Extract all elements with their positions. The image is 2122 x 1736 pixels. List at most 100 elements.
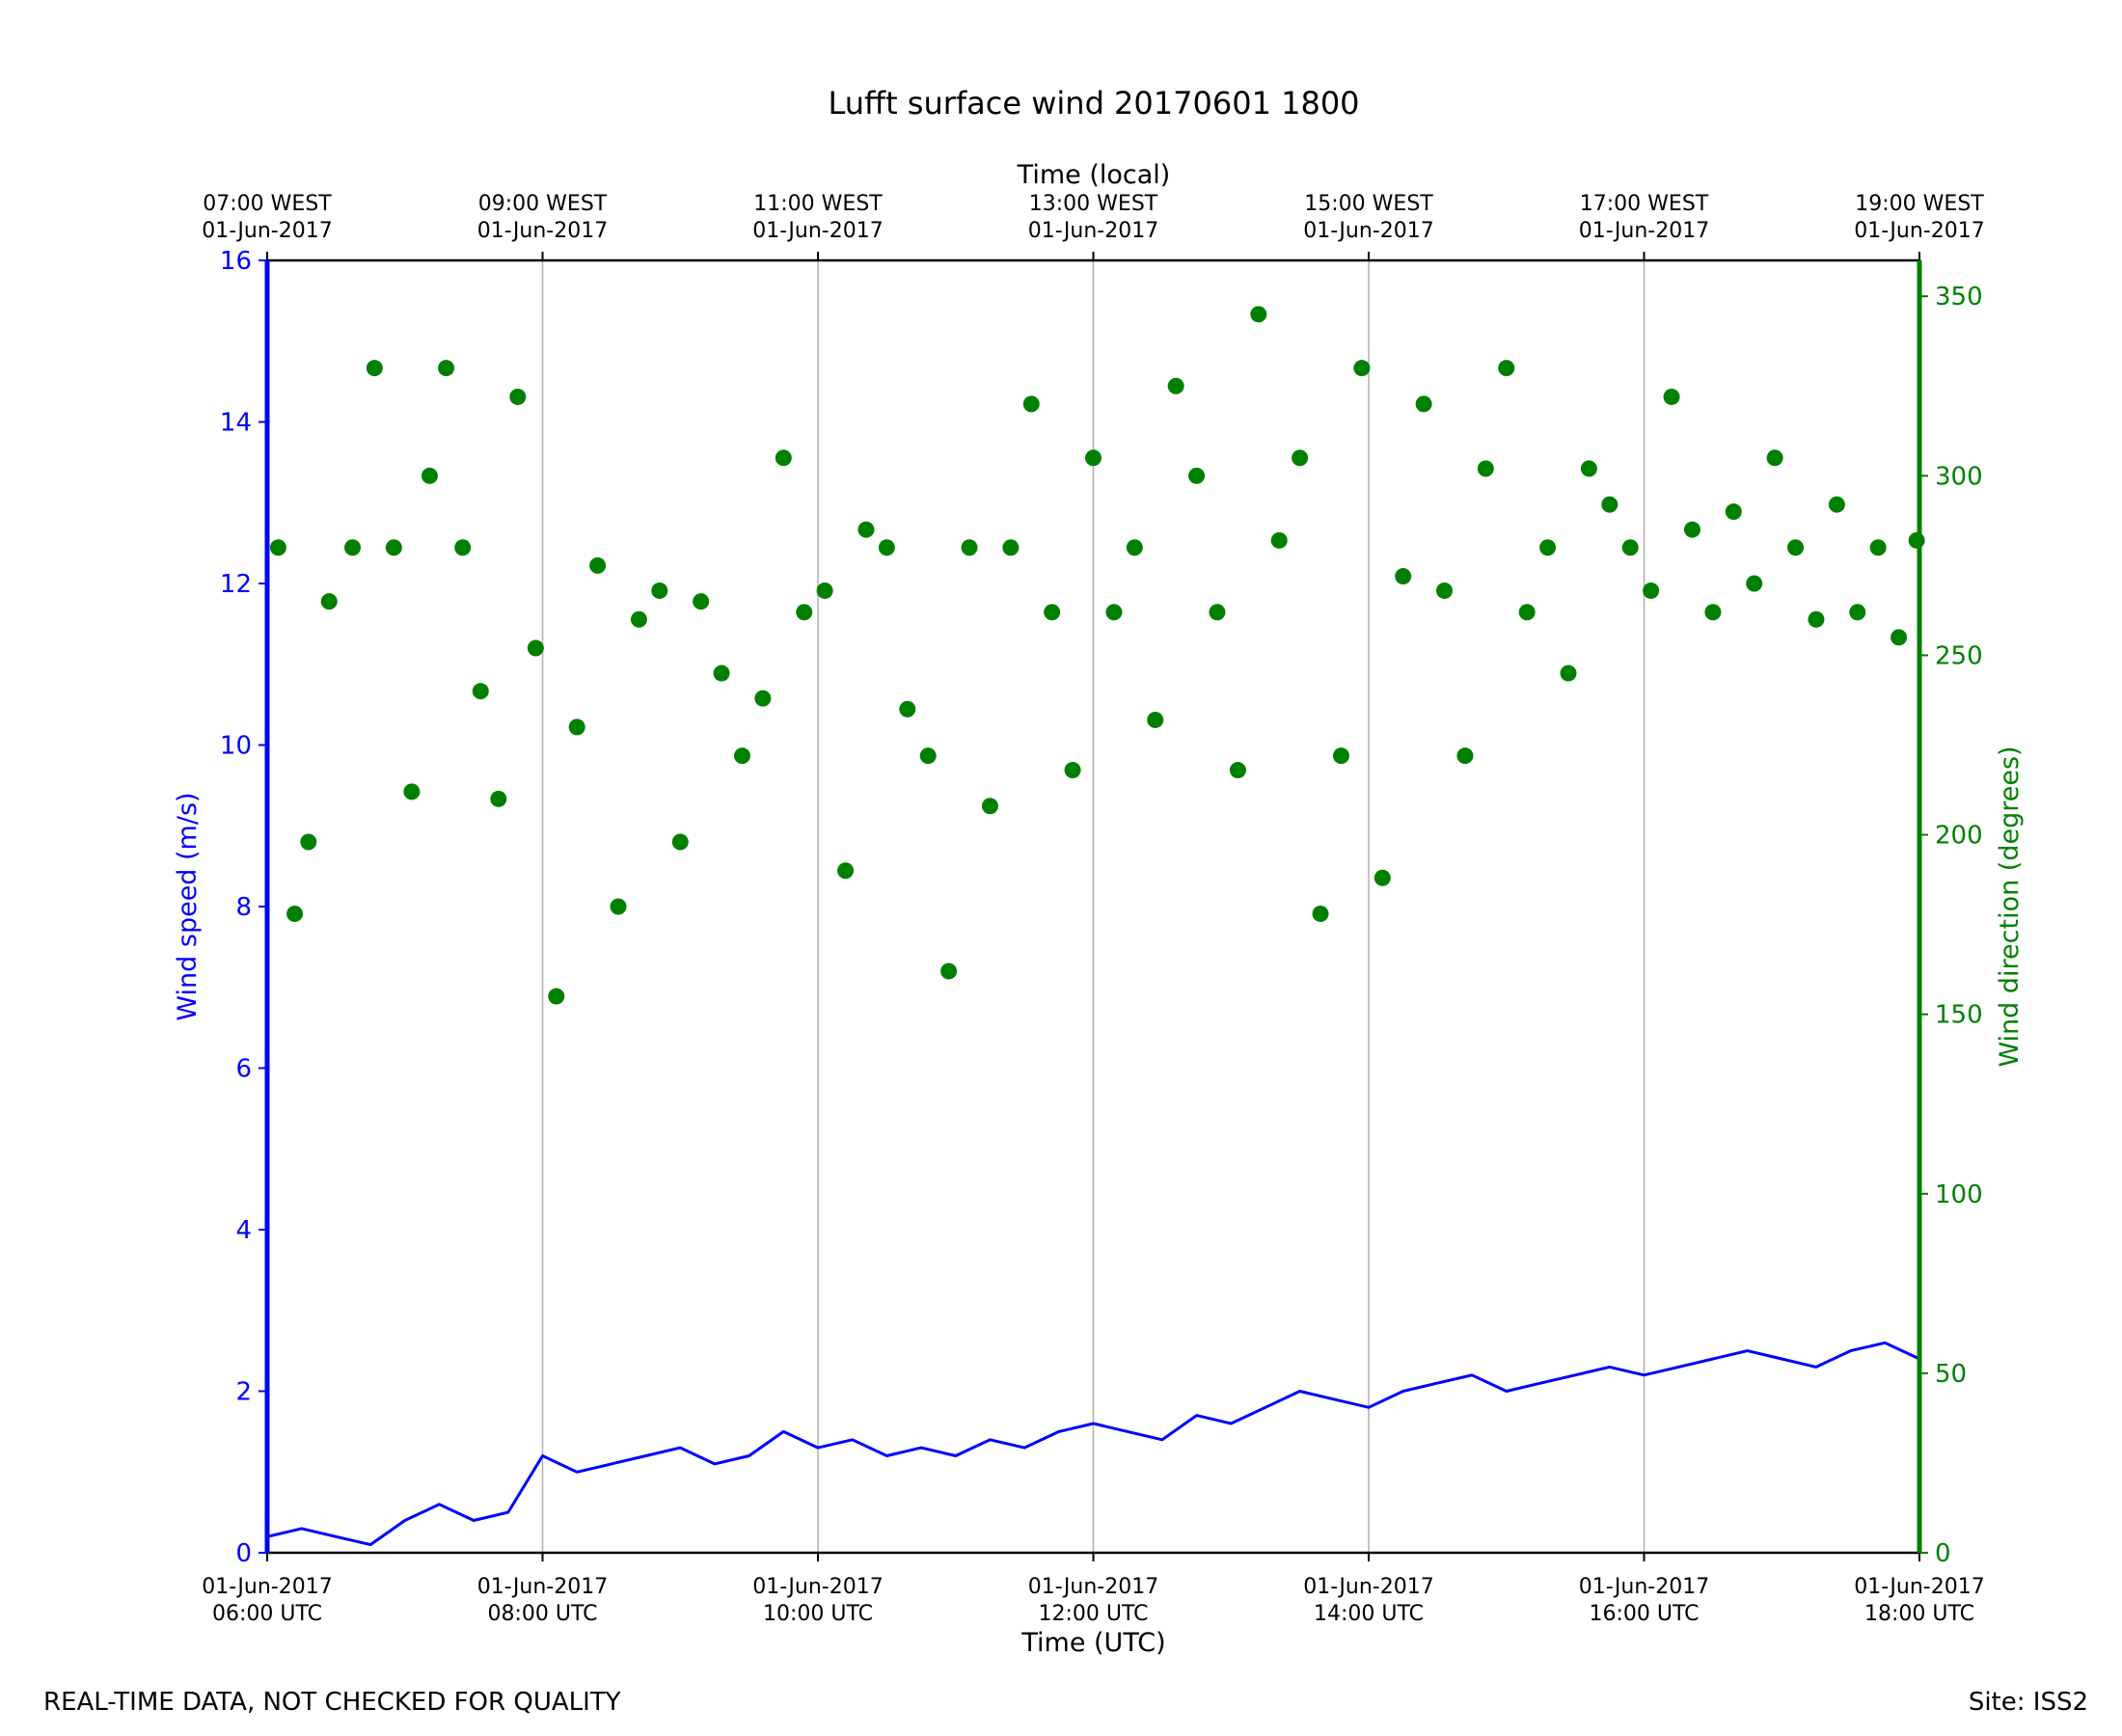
wind-direction-point xyxy=(548,988,565,1005)
y-tick-label-right: 100 xyxy=(1935,1180,1983,1209)
wind-direction-point xyxy=(796,604,813,621)
wind-direction-point xyxy=(1353,360,1371,377)
y-tick-label-left: 0 xyxy=(235,1539,252,1568)
wind-direction-point xyxy=(568,719,585,736)
y-tick-label-left: 12 xyxy=(220,570,252,599)
x-tick-label-top-time: 13:00 WEST xyxy=(1029,192,1158,216)
x-tick-label-bottom-date: 01-Jun-2017 xyxy=(1579,1575,1709,1599)
wind-direction-point xyxy=(630,610,647,628)
wind-direction-point xyxy=(1621,539,1639,556)
wind-direction-point xyxy=(940,963,958,980)
wind-direction-point xyxy=(269,539,286,556)
wind-direction-point xyxy=(1477,460,1494,477)
wind-direction-point xyxy=(733,747,750,765)
y-axis-label-right: Wind direction (degrees) xyxy=(1995,746,2025,1067)
y-tick-label-left: 4 xyxy=(235,1216,252,1245)
wind-direction-point xyxy=(472,683,489,700)
wind-direction-point xyxy=(1436,582,1454,599)
wind-direction-point xyxy=(366,360,383,377)
wind-direction-point xyxy=(816,582,833,599)
quality-note: REAL-TIME DATA, NOT CHECKED FOR QUALITY xyxy=(43,1688,621,1717)
y-tick-label-right: 350 xyxy=(1935,283,1983,312)
wind-direction-point xyxy=(1209,604,1226,621)
top-x-ticks: 07:00 WEST 01-Jun-2017 09:00 WEST 01-Jun-20… xyxy=(202,192,1985,260)
wind-direction-point xyxy=(1808,610,1825,628)
wind-direction-point xyxy=(1869,539,1887,556)
wind-direction-point xyxy=(1270,531,1288,549)
x-tick-label-bottom-time: 10:00 UTC xyxy=(763,1602,873,1626)
wind-direction-point xyxy=(1229,762,1246,779)
wind-direction-point xyxy=(1580,460,1597,477)
wind-direction-point xyxy=(421,467,438,484)
wind-direction-point xyxy=(713,665,730,682)
wind-direction-point xyxy=(961,539,978,556)
x-tick-label-bottom-date: 01-Jun-2017 xyxy=(1028,1575,1158,1599)
wind-direction-point xyxy=(693,593,710,610)
y-tick-label-left: 8 xyxy=(235,893,252,922)
wind-direction-point xyxy=(1908,531,1925,549)
series-layer xyxy=(266,306,1925,1547)
y-tick-label-right: 300 xyxy=(1935,462,1983,491)
wind-direction-point xyxy=(775,449,792,467)
x-tick-label-bottom-time: 14:00 UTC xyxy=(1314,1602,1424,1626)
wind-direction-point xyxy=(610,898,627,915)
bottom-x-ticks: 01-Jun-2017 06:00 UTC 01-Jun-2017 08:00 UTC… xyxy=(202,1553,1985,1626)
x-tick-label-top-time: 09:00 WEST xyxy=(478,192,608,216)
wind-direction-point xyxy=(1167,377,1184,394)
chart-title: Lufft surface wind 20170601 1800 xyxy=(828,85,1359,122)
wind-direction-point xyxy=(899,700,916,718)
wind-direction-point xyxy=(1787,539,1805,556)
wind-direction-point xyxy=(1002,539,1020,556)
x-tick-label-top-date: 01-Jun-2017 xyxy=(202,219,332,243)
wind-direction-point xyxy=(1250,306,1267,323)
wind-direction-point xyxy=(1518,604,1536,621)
wind-direction-point xyxy=(403,783,421,800)
wind-direction-point xyxy=(490,790,507,807)
x-tick-label-top-date: 01-Jun-2017 xyxy=(1303,219,1433,243)
wind-direction-point xyxy=(1498,360,1515,377)
wind-direction-point xyxy=(1312,905,1329,922)
wind-direction-point xyxy=(385,539,402,556)
y-tick-label-left: 10 xyxy=(220,732,252,761)
wind-direction-point xyxy=(1746,575,1763,592)
wind-direction-point xyxy=(1022,395,1040,413)
y-tick-label-right: 0 xyxy=(1935,1539,1951,1568)
x-tick-label-bottom-time: 16:00 UTC xyxy=(1589,1602,1699,1626)
wind-direction-point xyxy=(857,521,875,538)
wind-direction-point xyxy=(1560,665,1577,682)
x-tick-label-top-time: 17:00 WEST xyxy=(1580,192,1709,216)
y-tick-label-right: 50 xyxy=(1935,1360,1967,1389)
y-tick-label-right: 200 xyxy=(1935,822,1983,851)
x-tick-label-top-date: 01-Jun-2017 xyxy=(477,219,608,243)
wind-speed-line xyxy=(266,1341,1920,1547)
y-tick-label-right: 150 xyxy=(1935,1001,1983,1030)
site-label: Site: ISS2 xyxy=(1969,1688,2088,1717)
wind-direction-point xyxy=(1395,568,1412,585)
x-tick-label-bottom-date: 01-Jun-2017 xyxy=(752,1575,883,1599)
wind-direction-point xyxy=(1456,747,1474,765)
wind-direction-point xyxy=(454,539,472,556)
wind-direction-point xyxy=(878,539,895,556)
wind-direction-point xyxy=(1292,449,1309,467)
wind-direction-point xyxy=(837,862,855,880)
wind-direction-point xyxy=(1374,869,1391,886)
wind-direction-point xyxy=(320,593,338,610)
wind-direction-point xyxy=(1126,539,1143,556)
wind-direction-point xyxy=(1828,496,1845,513)
wind-direction-point xyxy=(1188,467,1206,484)
wind-direction-point xyxy=(671,833,689,851)
wind-direction-point xyxy=(286,905,304,922)
x-axis-label: Time (UTC) xyxy=(1020,1628,1165,1658)
x-tick-label-bottom-time: 12:00 UTC xyxy=(1038,1602,1148,1626)
x-tick-label-bottom-time: 18:00 UTC xyxy=(1864,1602,1974,1626)
wind-direction-point xyxy=(1683,521,1700,538)
wind-direction-point xyxy=(1643,582,1660,599)
wind-direction-point xyxy=(1601,496,1619,513)
wind-direction-point xyxy=(527,639,544,657)
wind-direction-point xyxy=(1663,388,1680,405)
x-tick-label-top-time: 15:00 WEST xyxy=(1304,192,1433,216)
wind-direction-point xyxy=(1085,449,1102,467)
wind-direction-point xyxy=(919,747,937,765)
